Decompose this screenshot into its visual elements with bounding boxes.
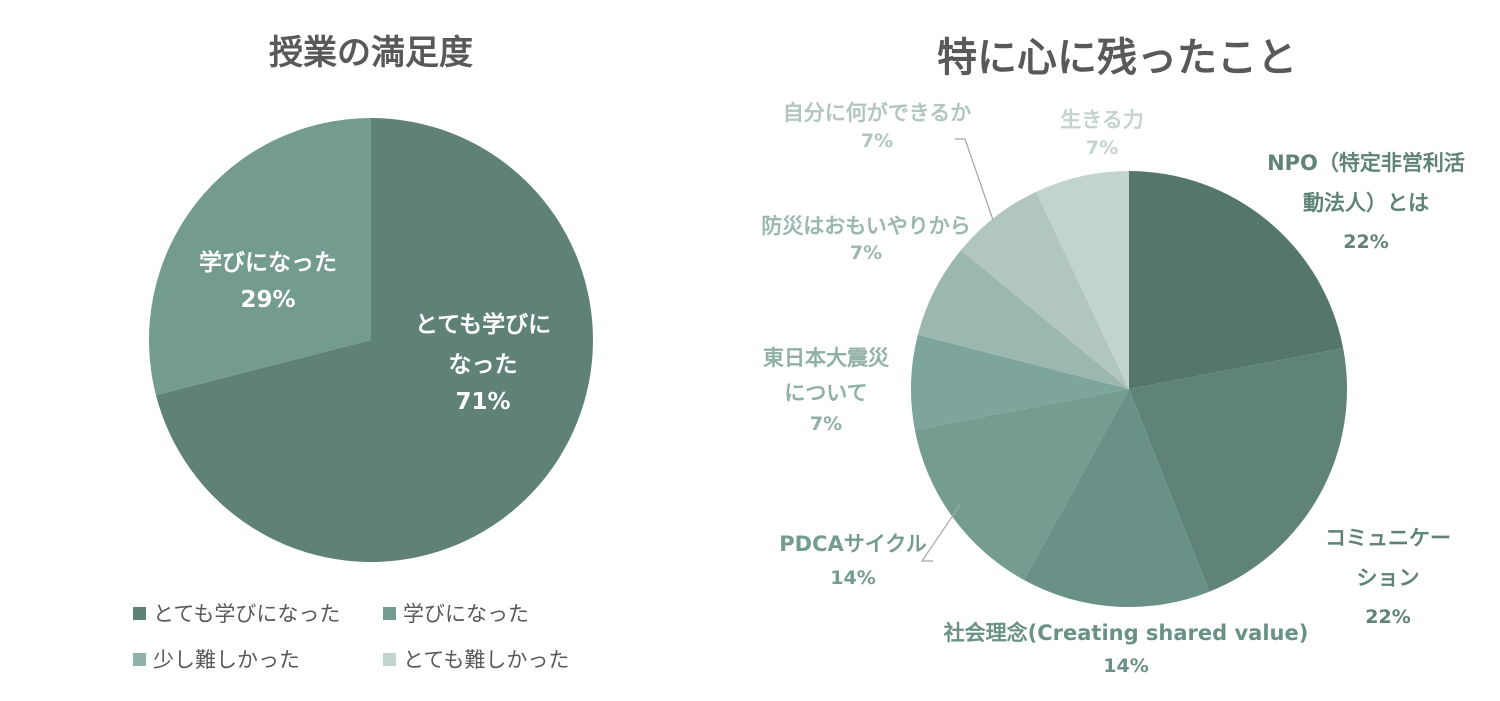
- satisfaction-chart-title: 授業の満足度: [269, 33, 473, 73]
- satisfaction-percent-0: 71%: [455, 389, 510, 415]
- satisfaction-pie-labels: とても学びになった 71% 学びになった 29%: [199, 249, 551, 415]
- satisfaction-slice-1: [148, 117, 371, 396]
- satisfaction-slice-0: [155, 118, 593, 562]
- satisfaction-label-text-0-1: なった: [449, 352, 518, 378]
- memorable-label-text-3-0: PDCAサイクル: [779, 532, 926, 556]
- legend-swatch-3: [383, 653, 396, 666]
- memorable-slice-3: [914, 389, 1129, 581]
- legend-item-3: とても難しかった: [383, 648, 569, 672]
- legend-item-0: とても学びになった: [133, 602, 340, 626]
- memorable-leader-lines: [920, 138, 994, 562]
- memorable-label-2: 社会理念(Creating shared value) 14%: [943, 621, 1309, 677]
- memorable-label-text-4-0: 東日本大震災: [763, 346, 890, 370]
- legend-swatch-2: [133, 653, 146, 666]
- legend-swatch-1: [383, 607, 396, 620]
- memorable-slice-0: [1129, 171, 1344, 389]
- memorable-label-text-7-0: 生きる力: [1060, 108, 1144, 132]
- memorable-label-6: 自分に何ができるか 7%: [783, 101, 972, 152]
- memorable-percent-5: 7%: [850, 242, 882, 264]
- legend-swatch-0: [133, 607, 146, 620]
- satisfaction-percent-1: 29%: [240, 287, 295, 313]
- memorable-percent-7: 7%: [1086, 137, 1118, 159]
- satisfaction-label-0: とても学びになった 71%: [415, 311, 551, 415]
- legend-item-1: 学びになった: [383, 602, 529, 626]
- memorable-pie: [911, 171, 1348, 607]
- memorable-percent-2: 14%: [1103, 655, 1148, 677]
- leader-line-pdca: [920, 504, 961, 562]
- memorable-label-text-0-0: NPO（特定非営利活: [1267, 151, 1465, 175]
- memorable-label-text-1-1: ション: [1357, 566, 1420, 590]
- memorable-slice-1: [1129, 348, 1348, 592]
- legend-label-1: 学びになった: [403, 602, 529, 626]
- memorable-percent-1: 22%: [1365, 606, 1410, 628]
- legend-label-3: とても難しかった: [403, 648, 569, 672]
- memorable-percent-4: 7%: [810, 413, 842, 435]
- legend-item-2: 少し難しかった: [133, 648, 300, 672]
- memorable-chart-title: 特に心に残ったこと: [937, 35, 1297, 81]
- memorable-slice-4: [911, 334, 1129, 430]
- satisfaction-label-text-0-0: とても学びに: [415, 311, 551, 338]
- satisfaction-pie: [148, 117, 593, 562]
- memorable-label-text-4-1: について: [784, 381, 867, 405]
- memorable-slice-5: [917, 250, 1129, 389]
- memorable-label-3: PDCAサイクル 14%: [779, 532, 926, 589]
- memorable-label-text-1-0: コミュニケー: [1325, 526, 1451, 550]
- memorable-slice-6: [961, 191, 1129, 389]
- leader-line-self: [955, 138, 994, 221]
- memorable-slice-7: [1036, 171, 1129, 389]
- legend-label-0: とても学びになった: [153, 602, 340, 626]
- memorable-label-text-2-0: 社会理念(Creating shared value): [943, 621, 1309, 645]
- satisfaction-label-1: 学びになった 29%: [199, 249, 337, 313]
- memorable-percent-0: 22%: [1343, 231, 1388, 253]
- memorable-percent-6: 7%: [861, 130, 893, 152]
- memorable-percent-3: 14%: [830, 567, 875, 589]
- memorable-label-text-0-1: 動法人）とは: [1303, 191, 1429, 215]
- memorable-slice-2: [1023, 389, 1210, 607]
- memorable-label-text-6-0: 自分に何ができるか: [783, 101, 972, 125]
- memorable-label-5: 防災はおもいやりから 7%: [761, 214, 971, 264]
- memorable-label-7: 生きる力 7%: [1060, 108, 1144, 159]
- satisfaction-label-text-1-0: 学びになった: [199, 249, 337, 276]
- legend-label-2: 少し難しかった: [153, 648, 300, 672]
- memorable-label-text-5-0: 防災はおもいやりから: [761, 214, 971, 238]
